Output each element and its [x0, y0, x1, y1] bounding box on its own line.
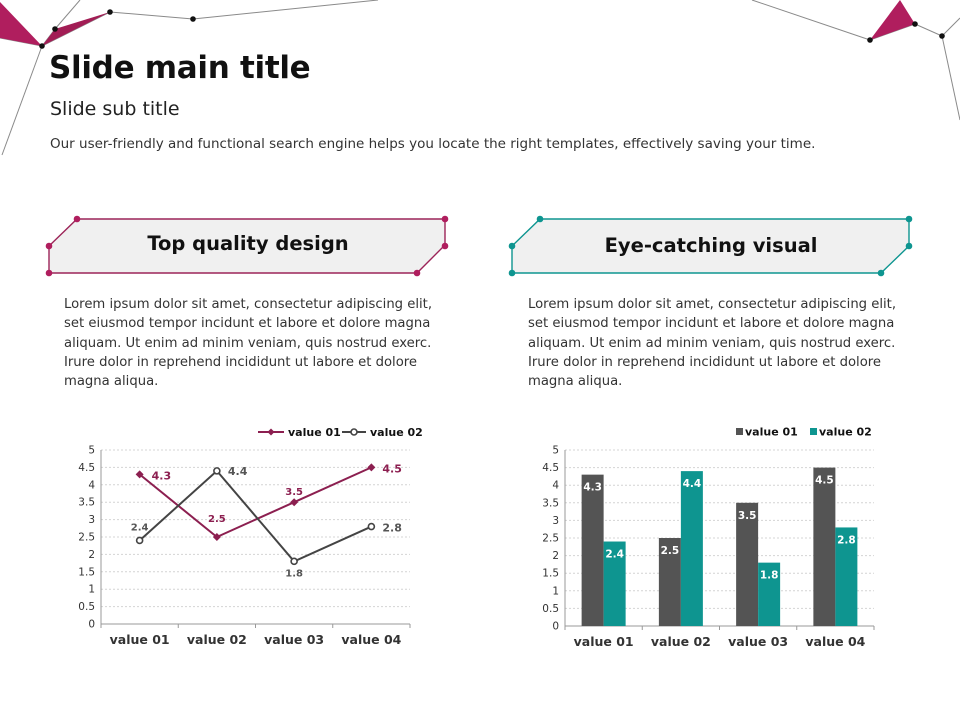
data-label-value-01: 4.5 [382, 462, 402, 475]
data-label-value-02: 1.8 [285, 568, 303, 579]
bar-value-02 [603, 541, 626, 626]
card-frame-magenta [45, 215, 449, 277]
legend-swatch [736, 428, 743, 435]
data-point-value-01 [290, 498, 299, 507]
y-tick-label: 3 [88, 514, 95, 526]
bar-value-01 [813, 467, 836, 626]
y-tick-label: 2.5 [542, 533, 559, 545]
y-tick-label: 0.5 [542, 603, 559, 615]
bar-chart: 0 0.5 1 1.5 2 2.5 3 3.5 4 4.5 5 value 01 value 02 val… [542, 426, 875, 649]
y-tick-label: 5 [88, 445, 95, 457]
bar-value-01 [581, 474, 604, 626]
data-label-value-02: 1.8 [760, 570, 779, 582]
x-tick-label: value 04 [341, 632, 401, 647]
legend-label: value 02 [370, 426, 423, 439]
data-point-value-02 [213, 467, 221, 475]
y-tick-label: 4.5 [542, 462, 559, 474]
series-line-value-01 [138, 466, 372, 539]
x-tick-label: value 01 [574, 634, 634, 649]
bar-value-02 [758, 562, 781, 626]
y-tick-label: 3.5 [542, 497, 559, 509]
x-tick-label: value 04 [805, 634, 865, 649]
x-tick-label: value 03 [728, 634, 788, 649]
y-tick-label: 0.5 [78, 601, 95, 613]
data-label-value-02: 4.4 [228, 465, 248, 478]
data-label-value-02: 2.8 [837, 534, 856, 546]
x-tick-label: value 02 [187, 632, 247, 647]
data-point-value-01 [135, 470, 144, 479]
y-tick-label: 4 [88, 479, 95, 491]
y-tick-label: 1.5 [542, 568, 559, 580]
data-label-value-02: 2.4 [131, 522, 149, 533]
line-chart: 0 0.5 1 1.5 2 2.5 3 3.5 4 4.5 5 value 01 value 02 val… [78, 426, 423, 647]
y-tick-label: 0 [88, 619, 95, 631]
x-tick-label: value 02 [651, 634, 711, 649]
y-tick-label: 1 [552, 585, 559, 597]
legend-label: value 02 [819, 426, 872, 439]
data-label-value-02: 4.4 [683, 478, 702, 490]
y-tick-label: 4 [552, 480, 559, 492]
data-label-value-01: 4.5 [815, 475, 834, 487]
page-title: Slide main title [49, 50, 311, 86]
legend-label: value 01 [288, 426, 341, 439]
card-frame-teal [508, 215, 913, 277]
page-subtitle: Slide sub title [50, 98, 180, 120]
series-line-value-02 [138, 469, 372, 563]
card-body-1: Lorem ipsum dolor sit amet, consectetur … [64, 297, 433, 390]
bar-value-01 [736, 502, 759, 626]
y-tick-label: 4.5 [78, 462, 95, 474]
data-point-value-02 [367, 522, 376, 531]
data-label-value-01: 2.5 [208, 514, 226, 525]
y-tick-label: 2 [88, 549, 95, 561]
y-tick-label: 3 [552, 515, 559, 527]
legend-marker [267, 428, 275, 436]
bar-value-02 [835, 527, 858, 626]
legend-marker [350, 428, 358, 436]
data-point-value-02 [290, 557, 298, 566]
y-tick-label: 1.5 [78, 566, 95, 578]
data-label-value-02: 2.8 [382, 522, 402, 535]
data-label-value-02: 2.4 [605, 549, 624, 561]
y-tick-label: 3.5 [78, 497, 95, 509]
data-label-value-01: 3.5 [285, 487, 303, 498]
legend-swatch [810, 428, 817, 435]
data-point-value-01 [212, 533, 221, 541]
card-title-2: Eye-catching visual [604, 234, 818, 257]
y-tick-label: 0 [552, 621, 559, 633]
page-description: Our user-friendly and functional search … [50, 136, 816, 152]
data-label-value-01: 4.3 [152, 469, 172, 482]
triangle-shape [42, 12, 110, 46]
x-tick-label: value 03 [264, 632, 324, 647]
legend-label: value 01 [745, 426, 798, 439]
triangle-shape [870, 0, 915, 40]
card-body-2: Lorem ipsum dolor sit amet, consectetur … [528, 297, 897, 390]
bar-value-01 [658, 538, 681, 626]
data-label-value-01: 3.5 [738, 510, 757, 522]
data-point-value-01 [367, 463, 376, 472]
x-tick-label: value 01 [110, 632, 170, 647]
y-tick-label: 2.5 [78, 532, 95, 544]
y-tick-label: 5 [552, 445, 559, 457]
y-tick-label: 2 [552, 550, 559, 562]
data-label-value-01: 2.5 [661, 545, 680, 557]
triangle-shape [0, 2, 42, 46]
card-title-1: Top quality design [147, 232, 349, 255]
data-point-value-02 [135, 536, 144, 545]
bar-value-02 [680, 471, 703, 626]
y-tick-label: 1 [88, 584, 95, 596]
data-label-value-01: 4.3 [583, 482, 602, 494]
